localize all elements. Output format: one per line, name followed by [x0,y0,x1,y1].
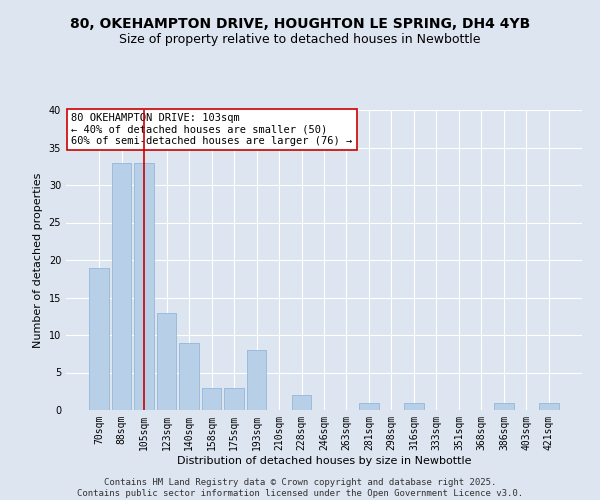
Bar [112,162,131,410]
Bar [247,350,266,410]
Bar [404,402,424,410]
Bar [494,402,514,410]
Bar [539,402,559,410]
Bar [89,268,109,410]
Bar [292,395,311,410]
Bar [157,312,176,410]
Text: Contains HM Land Registry data © Crown copyright and database right 2025.
Contai: Contains HM Land Registry data © Crown c… [77,478,523,498]
Bar [179,342,199,410]
Bar [202,388,221,410]
Bar [134,162,154,410]
Text: Size of property relative to detached houses in Newbottle: Size of property relative to detached ho… [119,32,481,46]
Bar [224,388,244,410]
Text: 80, OKEHAMPTON DRIVE, HOUGHTON LE SPRING, DH4 4YB: 80, OKEHAMPTON DRIVE, HOUGHTON LE SPRING… [70,18,530,32]
Bar [359,402,379,410]
Text: 80 OKEHAMPTON DRIVE: 103sqm
← 40% of detached houses are smaller (50)
60% of sem: 80 OKEHAMPTON DRIVE: 103sqm ← 40% of det… [71,113,352,146]
X-axis label: Distribution of detached houses by size in Newbottle: Distribution of detached houses by size … [177,456,471,466]
Y-axis label: Number of detached properties: Number of detached properties [33,172,43,348]
